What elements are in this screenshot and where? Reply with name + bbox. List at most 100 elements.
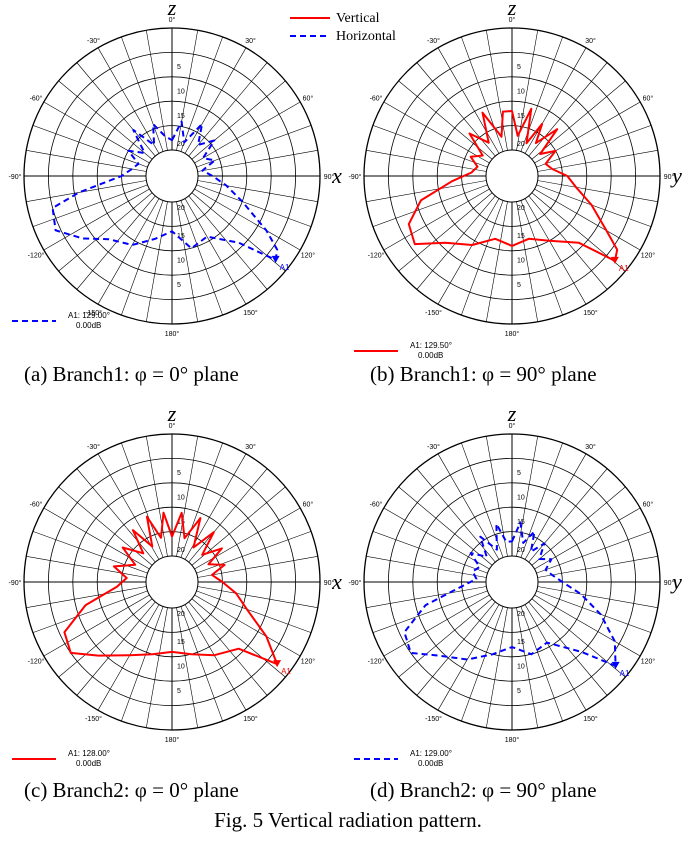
grid-spoke bbox=[26, 556, 147, 578]
legend-horizontal-swatch bbox=[290, 35, 330, 37]
marker-b-swatch bbox=[354, 350, 398, 352]
grid-spoke bbox=[194, 594, 301, 657]
grid-spoke bbox=[176, 607, 198, 728]
marker-readout-d: A1: 129.00° 0.00dB bbox=[352, 749, 472, 776]
grid-spoke bbox=[383, 507, 490, 570]
series-line bbox=[407, 107, 619, 262]
grid-spoke bbox=[194, 188, 301, 251]
marker-d-readout: A1: 129.00° bbox=[410, 749, 452, 758]
grid-spoke bbox=[97, 47, 160, 154]
radial-tick-label-up: 10 bbox=[517, 494, 525, 501]
grid-spoke bbox=[536, 531, 652, 574]
marker-triangle bbox=[610, 256, 619, 264]
angle-tick-label: 150° bbox=[243, 715, 258, 723]
grid-spoke bbox=[76, 195, 156, 290]
angle-tick-label: 150° bbox=[583, 309, 598, 317]
marker-c-readout: A1: 128.00° bbox=[68, 749, 110, 758]
angle-tick-label: 60° bbox=[303, 95, 314, 103]
grid-spoke bbox=[58, 486, 153, 566]
grid-spoke bbox=[537, 180, 658, 202]
grid-spoke bbox=[524, 198, 587, 305]
grid-spoke bbox=[43, 101, 150, 164]
angle-tick-label: 0° bbox=[509, 16, 516, 24]
angle-tick-label: -90° bbox=[9, 173, 22, 181]
grid-spoke bbox=[121, 606, 164, 722]
radial-tick-label-up: 20 bbox=[517, 547, 525, 554]
angle-tick-label: -120° bbox=[368, 252, 385, 260]
radial-tick-label-up: 10 bbox=[177, 88, 185, 95]
marker-readout-c: A1: 128.00° 0.00dB bbox=[10, 749, 130, 776]
radial-tick-label-down: 10 bbox=[177, 664, 185, 671]
grid-spoke bbox=[121, 200, 164, 316]
grid-spoke bbox=[32, 531, 148, 574]
inner-hub bbox=[485, 555, 539, 609]
legend-vertical-swatch bbox=[290, 17, 330, 19]
grid-spoke bbox=[176, 436, 198, 557]
grid-spoke bbox=[176, 30, 198, 151]
grid-spoke bbox=[520, 442, 563, 558]
angle-tick-label: 90° bbox=[664, 579, 675, 587]
grid-spoke bbox=[534, 101, 641, 164]
angle-tick-label: 60° bbox=[643, 501, 654, 509]
grid-spoke bbox=[180, 200, 223, 316]
angle-tick-label: -30° bbox=[427, 37, 440, 45]
marker-d-level: 0.00dB bbox=[418, 759, 444, 768]
grid-spoke bbox=[461, 36, 504, 152]
grid-spoke bbox=[416, 62, 496, 157]
grid-spoke bbox=[180, 36, 223, 152]
grid-spoke bbox=[536, 125, 652, 168]
grid-spoke bbox=[461, 200, 504, 316]
grid-spoke bbox=[372, 184, 488, 227]
radial-tick-label-up: 10 bbox=[177, 494, 185, 501]
angle-tick-label: 0° bbox=[169, 16, 176, 24]
polar-chart-1: 20 20 15 15 10 10 5 5 0° 30° 60° 90° 120° 150° 180° -15… bbox=[349, 0, 683, 338]
grid-spoke bbox=[537, 556, 658, 578]
grid-spoke bbox=[437, 198, 500, 305]
angle-tick-label: 90° bbox=[324, 579, 335, 587]
marker-a-level: 0.00dB bbox=[76, 321, 102, 330]
grid-spoke bbox=[437, 47, 500, 154]
grid-spoke bbox=[121, 36, 164, 152]
grid-spoke bbox=[184, 47, 247, 154]
grid-spoke bbox=[196, 590, 312, 633]
radial-tick-label-down: 20 bbox=[177, 205, 185, 212]
grid-spoke bbox=[197, 586, 318, 608]
angle-tick-label: -90° bbox=[349, 173, 362, 181]
radial-tick-label-up: 5 bbox=[177, 470, 181, 477]
radial-tick-label-down: 5 bbox=[517, 282, 521, 289]
grid-spoke bbox=[534, 594, 641, 657]
marker-a-swatch bbox=[12, 320, 56, 322]
angle-tick-label: -150° bbox=[425, 309, 442, 317]
marker-a-readout: A1: 129.00° bbox=[68, 311, 110, 320]
grid-spoke bbox=[383, 188, 490, 251]
angle-tick-label: 180° bbox=[165, 736, 180, 744]
angle-tick-label: 0° bbox=[169, 422, 176, 430]
caption-a: (a) Branch1: φ = 0° plane bbox=[24, 362, 239, 386]
angle-tick-label: 30° bbox=[245, 37, 256, 45]
grid-spoke bbox=[520, 606, 563, 722]
grid-spoke bbox=[26, 180, 147, 202]
grid-spoke bbox=[58, 80, 153, 160]
angle-tick-label: -60° bbox=[370, 95, 383, 103]
angle-tick-label: -120° bbox=[368, 658, 385, 666]
series-line bbox=[403, 521, 617, 667]
grid-spoke bbox=[191, 80, 286, 160]
marker-b-level: 0.00dB bbox=[418, 351, 444, 360]
marker-label: A1 bbox=[619, 264, 629, 273]
grid-spoke bbox=[97, 198, 160, 305]
radial-tick-label-up: 15 bbox=[177, 113, 185, 120]
grid-spoke bbox=[536, 184, 652, 227]
grid-spoke bbox=[32, 125, 148, 168]
grid-spoke bbox=[534, 188, 641, 251]
angle-tick-label: -60° bbox=[30, 501, 43, 509]
grid-spoke bbox=[32, 184, 148, 227]
grid-spoke bbox=[188, 468, 268, 563]
angle-tick-label: -30° bbox=[87, 443, 100, 451]
grid-spoke bbox=[537, 586, 658, 608]
radial-tick-label-down: 15 bbox=[177, 639, 185, 646]
angle-tick-label: -120° bbox=[28, 658, 45, 666]
radial-tick-label-down: 5 bbox=[177, 282, 181, 289]
grid-spoke bbox=[520, 200, 563, 316]
marker-triangle bbox=[271, 255, 280, 263]
polar-chart-3: 202015151010550°30°60°90°120°150°180°-15… bbox=[349, 401, 683, 744]
